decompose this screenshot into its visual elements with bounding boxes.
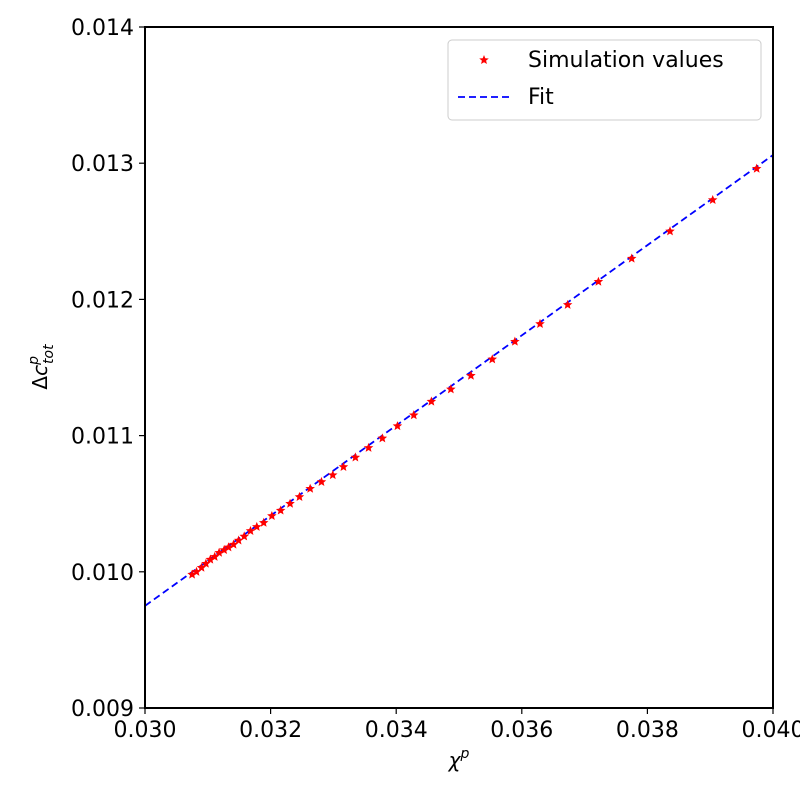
- x-tick-label: 0.038: [616, 718, 679, 743]
- simulation-point: [363, 442, 374, 452]
- legend-label-fit: Fit: [528, 85, 554, 110]
- legend-label-simulation: Simulation values: [528, 48, 724, 73]
- x-tick-label: 0.040: [742, 718, 800, 743]
- simulation-point: [338, 461, 349, 471]
- simulation-point: [233, 535, 244, 545]
- x-axis-label: χp: [448, 746, 470, 772]
- simulation-point: [466, 370, 476, 380]
- simulation-point: [707, 194, 718, 205]
- simulation-point: [223, 542, 234, 552]
- x-tick-label: 0.034: [365, 718, 428, 743]
- simulation-point: [626, 253, 637, 263]
- simulation-point: [392, 421, 403, 431]
- y-tick-label: 0.014: [71, 16, 134, 41]
- simulation-point: [562, 299, 573, 309]
- simulation-point: [487, 354, 498, 364]
- x-tick-label: 0.030: [114, 718, 177, 743]
- x-axis-ticks: 0.030 0.032 0.034 0.036 0.038 0.040: [114, 708, 800, 743]
- simulation-point: [201, 558, 211, 568]
- simulation-point: [267, 510, 277, 520]
- simulation-point: [239, 531, 249, 541]
- plot-frame: [144, 26, 774, 709]
- simulation-point: [245, 525, 256, 535]
- x-tick-label: 0.032: [239, 718, 302, 743]
- simulation-point: [252, 521, 262, 531]
- simulation-point: [285, 498, 295, 508]
- simulation-point: [219, 545, 229, 555]
- simulation-point: [328, 470, 338, 480]
- legend-star: [479, 55, 489, 65]
- y-axis-ticks: 0.009 0.010 0.011 0.012 0.013 0.014: [71, 16, 145, 722]
- simulation-point: [214, 547, 224, 557]
- simulation-point: [258, 517, 269, 527]
- y-tick-label: 0.011: [71, 425, 134, 450]
- simulation-point: [593, 276, 604, 286]
- simulation-point: [305, 483, 315, 493]
- y-tick-label: 0.010: [71, 561, 134, 586]
- simulation-point: [535, 318, 545, 328]
- legend-box: [447, 39, 762, 121]
- simulation-point: [751, 163, 762, 173]
- simulation-point: [426, 396, 437, 406]
- y-tick-label: 0.009: [71, 697, 134, 722]
- simulation-points: [187, 163, 762, 579]
- simulation-point: [510, 336, 520, 346]
- legend: Simulation values Fit: [447, 39, 762, 121]
- x-tick-label: 0.036: [490, 718, 553, 743]
- y-tick-label: 0.012: [71, 288, 134, 313]
- simulation-point: [665, 226, 675, 236]
- simulation-point: [228, 539, 239, 549]
- simulation-point: [187, 569, 197, 579]
- y-axis-label: Δcptot: [26, 344, 57, 390]
- simulation-point: [377, 433, 388, 443]
- simulation-point: [205, 554, 216, 564]
- simulation-point: [409, 410, 419, 420]
- simulation-point: [191, 566, 202, 576]
- simulation-point: [350, 452, 361, 462]
- simulation-point: [196, 562, 207, 572]
- y-tick-label: 0.013: [71, 152, 134, 177]
- simulation-point: [294, 491, 305, 501]
- simulation-point: [209, 551, 220, 561]
- legend-star-marker: [479, 55, 489, 65]
- simulation-point: [446, 384, 456, 394]
- simulation-point: [316, 476, 327, 486]
- simulation-point: [275, 505, 286, 515]
